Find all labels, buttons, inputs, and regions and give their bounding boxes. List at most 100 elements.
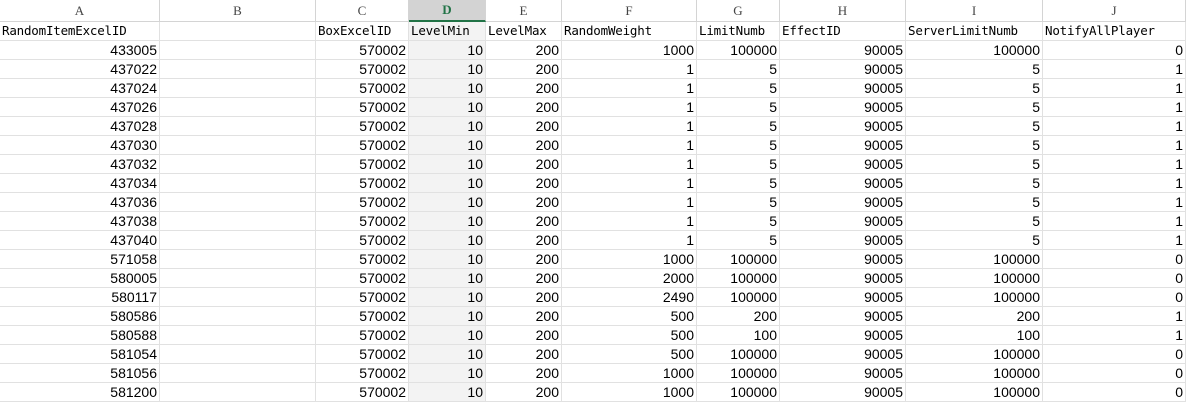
table-cell[interactable] xyxy=(160,345,316,364)
table-cell[interactable] xyxy=(160,136,316,155)
table-cell[interactable]: 1000 xyxy=(562,364,697,383)
table-cell[interactable]: 1 xyxy=(1043,155,1186,174)
table-cell[interactable]: 5 xyxy=(906,212,1043,231)
table-cell[interactable]: 570002 xyxy=(316,212,409,231)
table-cell[interactable]: 580005 xyxy=(0,269,160,288)
table-cell[interactable]: 1 xyxy=(1043,231,1186,250)
table-cell[interactable]: 10 xyxy=(409,326,486,345)
table-cell[interactable]: 570002 xyxy=(316,155,409,174)
table-cell[interactable]: 200 xyxy=(486,136,562,155)
table-cell[interactable]: 581056 xyxy=(0,364,160,383)
table-cell[interactable]: 570002 xyxy=(316,79,409,98)
table-cell[interactable]: 570002 xyxy=(316,326,409,345)
table-cell[interactable]: 100000 xyxy=(697,269,780,288)
table-cell[interactable]: 0 xyxy=(1043,383,1186,402)
table-cell[interactable]: 1000 xyxy=(562,41,697,60)
table-cell[interactable]: 100000 xyxy=(697,383,780,402)
table-cell[interactable]: 1 xyxy=(1043,136,1186,155)
table-cell[interactable]: 10 xyxy=(409,383,486,402)
column-header-c[interactable]: C xyxy=(316,0,409,22)
table-cell[interactable]: 570002 xyxy=(316,174,409,193)
column-header-h[interactable]: H xyxy=(780,0,906,22)
table-cell[interactable]: 1 xyxy=(562,60,697,79)
table-cell[interactable]: 10 xyxy=(409,250,486,269)
table-cell[interactable]: 5 xyxy=(906,155,1043,174)
table-cell[interactable]: 200 xyxy=(486,345,562,364)
table-cell[interactable]: 5 xyxy=(906,231,1043,250)
table-cell[interactable]: 580588 xyxy=(0,326,160,345)
table-cell[interactable]: 1 xyxy=(1043,60,1186,79)
table-cell[interactable]: 500 xyxy=(562,326,697,345)
table-cell[interactable]: 5 xyxy=(697,231,780,250)
column-header-j[interactable]: J xyxy=(1043,0,1186,22)
table-cell[interactable]: 200 xyxy=(486,231,562,250)
table-cell[interactable]: 100 xyxy=(906,326,1043,345)
table-cell[interactable]: 570002 xyxy=(316,60,409,79)
table-cell[interactable]: 100000 xyxy=(697,288,780,307)
table-cell[interactable] xyxy=(160,269,316,288)
table-cell[interactable]: 90005 xyxy=(780,79,906,98)
table-cell[interactable]: 0 xyxy=(1043,345,1186,364)
table-cell[interactable]: 200 xyxy=(486,364,562,383)
table-cell[interactable]: 90005 xyxy=(780,193,906,212)
table-cell[interactable]: 10 xyxy=(409,41,486,60)
table-cell[interactable]: 200 xyxy=(486,155,562,174)
table-cell[interactable]: 5 xyxy=(697,79,780,98)
table-cell[interactable]: 1 xyxy=(1043,326,1186,345)
table-cell[interactable]: 100000 xyxy=(906,345,1043,364)
table-cell[interactable]: 1 xyxy=(1043,117,1186,136)
table-cell[interactable]: 570002 xyxy=(316,193,409,212)
table-cell[interactable]: 581054 xyxy=(0,345,160,364)
table-cell[interactable]: 570002 xyxy=(316,250,409,269)
table-cell[interactable]: 1 xyxy=(562,117,697,136)
table-cell[interactable]: 90005 xyxy=(780,98,906,117)
table-cell[interactable]: 100000 xyxy=(697,41,780,60)
table-cell[interactable]: 500 xyxy=(562,345,697,364)
table-cell[interactable] xyxy=(160,288,316,307)
table-cell[interactable]: 5 xyxy=(906,98,1043,117)
table-cell[interactable]: 10 xyxy=(409,345,486,364)
column-header-f[interactable]: F xyxy=(562,0,697,22)
table-cell[interactable]: 90005 xyxy=(780,117,906,136)
table-cell[interactable]: 1 xyxy=(562,231,697,250)
table-cell[interactable]: 1 xyxy=(562,212,697,231)
table-cell[interactable]: 10 xyxy=(409,60,486,79)
table-cell[interactable]: 10 xyxy=(409,307,486,326)
table-cell[interactable]: 437040 xyxy=(0,231,160,250)
table-cell[interactable]: 580117 xyxy=(0,288,160,307)
table-cell[interactable]: 570002 xyxy=(316,117,409,136)
table-cell[interactable]: 200 xyxy=(906,307,1043,326)
table-cell[interactable]: 90005 xyxy=(780,345,906,364)
table-cell[interactable]: 5 xyxy=(906,136,1043,155)
table-cell[interactable]: 5 xyxy=(906,193,1043,212)
table-cell[interactable]: 1 xyxy=(1043,79,1186,98)
table-cell[interactable]: 1 xyxy=(1043,98,1186,117)
column-header-e[interactable]: E xyxy=(486,0,562,22)
table-cell[interactable]: 90005 xyxy=(780,41,906,60)
table-cell[interactable]: 5 xyxy=(697,212,780,231)
table-cell[interactable]: 10 xyxy=(409,117,486,136)
table-cell[interactable]: 1 xyxy=(562,136,697,155)
table-cell[interactable]: 90005 xyxy=(780,174,906,193)
table-cell[interactable]: 90005 xyxy=(780,326,906,345)
table-cell[interactable]: 570002 xyxy=(316,269,409,288)
table-cell[interactable]: 10 xyxy=(409,269,486,288)
table-cell[interactable]: 437034 xyxy=(0,174,160,193)
table-cell[interactable]: 1 xyxy=(1043,307,1186,326)
column-header-g[interactable]: G xyxy=(697,0,780,22)
table-cell[interactable]: 10 xyxy=(409,288,486,307)
table-cell[interactable]: 0 xyxy=(1043,364,1186,383)
table-cell[interactable] xyxy=(160,250,316,269)
field-header-cell[interactable]: BoxExcelID xyxy=(316,22,409,41)
table-cell[interactable]: 90005 xyxy=(780,231,906,250)
table-cell[interactable]: 200 xyxy=(486,60,562,79)
table-cell[interactable]: 90005 xyxy=(780,364,906,383)
table-cell[interactable]: 100000 xyxy=(906,41,1043,60)
table-cell[interactable] xyxy=(160,326,316,345)
table-cell[interactable]: 10 xyxy=(409,136,486,155)
table-cell[interactable]: 1 xyxy=(1043,174,1186,193)
table-cell[interactable]: 200 xyxy=(486,41,562,60)
table-cell[interactable]: 10 xyxy=(409,193,486,212)
table-cell[interactable]: 200 xyxy=(486,98,562,117)
table-cell[interactable]: 570002 xyxy=(316,136,409,155)
